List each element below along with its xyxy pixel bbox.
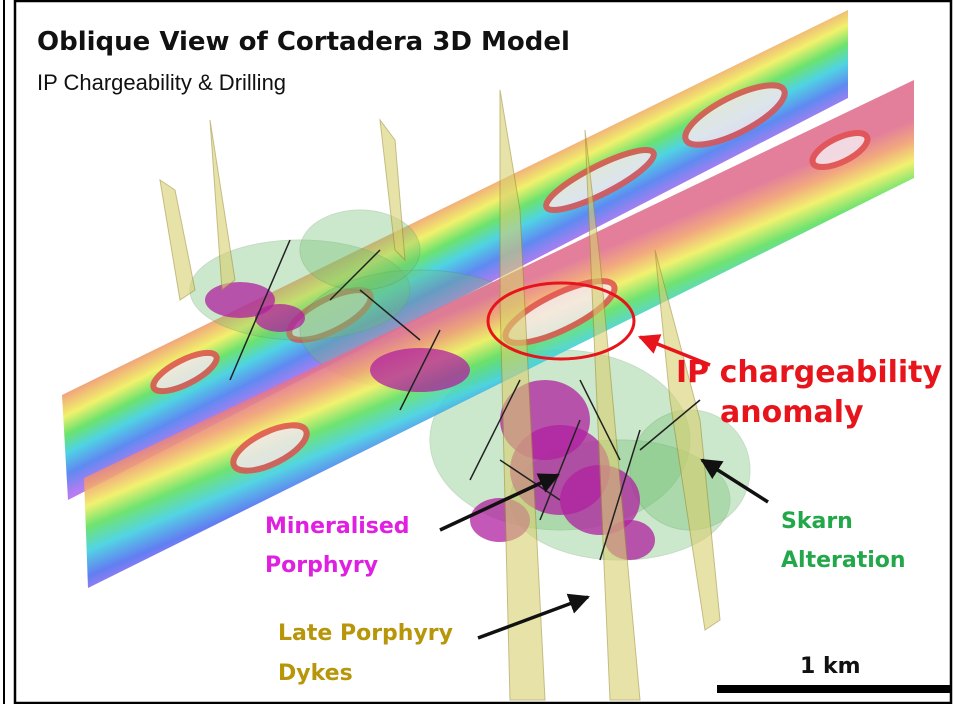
porphyry-body bbox=[205, 282, 275, 318]
drill-hole bbox=[469, 379, 521, 481]
anomaly-outline bbox=[486, 281, 636, 361]
frame bbox=[13, 0, 953, 704]
ip-section bbox=[62, 10, 848, 500]
chargeability-high bbox=[230, 422, 310, 474]
dyke bbox=[159, 178, 196, 301]
drill-hole bbox=[359, 289, 421, 341]
annotation-line: Alteration bbox=[781, 548, 906, 573]
drill-hole bbox=[399, 329, 441, 411]
annotation-line: Mineralised bbox=[265, 514, 410, 539]
chargeability-high bbox=[809, 129, 871, 171]
drill-hole bbox=[499, 459, 561, 501]
drill-hole bbox=[329, 249, 381, 301]
annotation-line: anomaly bbox=[720, 395, 864, 430]
dyke bbox=[584, 129, 641, 701]
annotation-line: Late Porphyry bbox=[278, 621, 453, 646]
annotation-line: IP chargeability bbox=[676, 355, 943, 390]
drill-hole bbox=[229, 239, 291, 381]
drill-hole bbox=[539, 419, 581, 521]
dyke bbox=[499, 89, 546, 701]
annotation-line: Dykes bbox=[278, 661, 353, 686]
chargeability-high bbox=[543, 147, 657, 213]
dyke bbox=[209, 119, 236, 291]
ip-section bbox=[84, 80, 914, 588]
dyke bbox=[654, 249, 721, 631]
drill-hole bbox=[579, 379, 621, 461]
model-view bbox=[62, 10, 914, 701]
scale-label: 1 km bbox=[800, 654, 861, 679]
porphyry-body bbox=[255, 304, 305, 332]
arrow bbox=[439, 473, 560, 532]
subtitle: IP Chargeability & Drilling bbox=[37, 70, 286, 95]
chargeability-high bbox=[682, 82, 788, 148]
drill-hole bbox=[599, 429, 641, 561]
dyke bbox=[379, 118, 406, 262]
drill-hole bbox=[639, 399, 701, 451]
annotation-line: Porphyry bbox=[265, 553, 378, 578]
annotation-line: Skarn bbox=[781, 509, 853, 534]
arrow bbox=[700, 458, 769, 504]
chargeability-high bbox=[286, 287, 374, 343]
title: Oblique View of Cortadera 3D Model bbox=[37, 27, 570, 57]
chargeability-high bbox=[150, 349, 220, 395]
arrow bbox=[477, 593, 590, 640]
arrow bbox=[638, 334, 711, 367]
